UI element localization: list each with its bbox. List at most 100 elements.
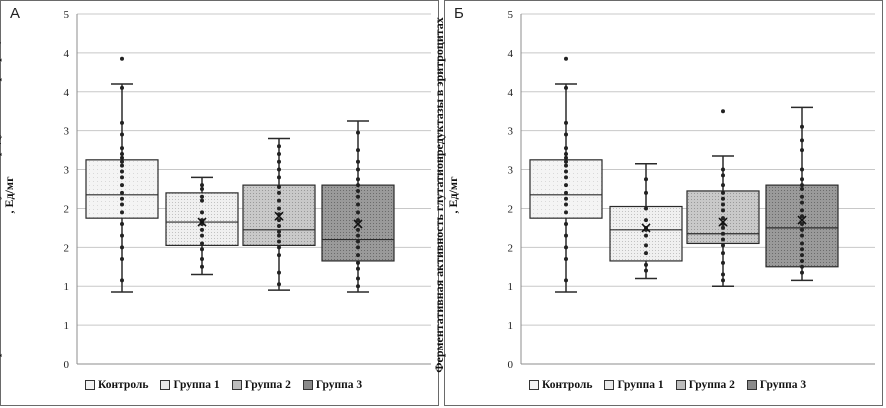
data-point: [200, 187, 204, 191]
data-point: [800, 227, 804, 232]
data-point: [800, 247, 804, 252]
mean-marker: [197, 217, 207, 227]
legend-item: Группа 3: [746, 379, 806, 391]
data-point: [200, 194, 204, 199]
data-point: [644, 177, 648, 182]
legend-label: Группа 1: [173, 379, 220, 391]
data-point: [800, 167, 804, 172]
legend-swatch-icon: [302, 380, 313, 390]
y-tick-label: 0: [64, 359, 70, 371]
legend-swatch-icon: [675, 380, 686, 390]
data-point: [277, 190, 281, 195]
legend: Контроль Группа 1 Группа 2 Группа 3: [529, 379, 806, 391]
data-point: [564, 146, 568, 151]
y-tick-label: 1: [64, 320, 70, 332]
data-point: [120, 152, 124, 156]
data-point: [721, 109, 725, 114]
data-point: [564, 278, 568, 283]
legend-label: Группа 2: [688, 379, 735, 391]
mean-marker: [274, 211, 284, 221]
data-point: [277, 144, 281, 149]
data-point: [800, 187, 804, 191]
data-point: [721, 272, 725, 277]
data-point: [800, 241, 804, 246]
legend-label: Группа 3: [315, 379, 363, 391]
data-point: [721, 208, 725, 213]
data-point: [356, 130, 360, 135]
box-plot-b: 0 1 1 2 2 3 3 4 4 5: [508, 9, 875, 371]
legend-swatch-icon: [746, 380, 757, 390]
data-point: [564, 257, 568, 261]
data-point: [564, 202, 568, 207]
data-point: [356, 227, 360, 232]
data-point: [200, 233, 204, 238]
data-point: [277, 253, 281, 258]
data-point: [120, 222, 124, 226]
data-point: [564, 190, 568, 195]
data-point: [356, 167, 360, 172]
mean-marker: [353, 219, 363, 229]
legend-item: Группа 1: [604, 379, 664, 391]
data-point: [120, 146, 124, 151]
data-point: [644, 262, 648, 267]
data-point: [800, 138, 804, 143]
legend-swatch-icon: [85, 380, 95, 390]
data-point: [120, 210, 124, 215]
data-point: [120, 169, 124, 174]
data-point: [721, 196, 725, 201]
y-tick-label: 2: [508, 203, 514, 215]
legend-swatch-icon: [529, 380, 539, 390]
legend-item: Группа 2: [675, 379, 735, 391]
legend: Контроль Группа 1 Группа 2 Группа 3: [85, 379, 362, 391]
data-point: [356, 159, 360, 164]
data-point: [644, 251, 648, 256]
y-tick-label: 4: [508, 48, 514, 60]
data-point: [800, 253, 804, 258]
data-point: [120, 245, 124, 250]
data-point: [356, 253, 360, 258]
data-point: [200, 241, 204, 246]
data-point: [200, 257, 204, 261]
data-point: [120, 202, 124, 207]
y-tick-label: 1: [508, 281, 514, 293]
data-point: [721, 190, 725, 195]
data-point: [277, 159, 281, 164]
data-point: [721, 202, 725, 207]
legend-item: Группа 2: [231, 379, 291, 391]
data-point: [120, 257, 124, 261]
data-point: [564, 222, 568, 226]
data-point: [644, 233, 648, 238]
data-point: [356, 260, 360, 265]
data-point: [721, 237, 725, 242]
legend-label: Группа 2: [244, 379, 291, 391]
legend-label: Контроль: [98, 379, 149, 391]
data-point: [356, 194, 360, 199]
data-point: [644, 206, 648, 211]
data-point: [356, 148, 360, 153]
data-point: [356, 239, 360, 244]
data-point: [356, 276, 360, 281]
data-point: [564, 56, 568, 61]
chart-panel-a: А Ферментативная активность глутатионред…: [0, 0, 439, 406]
data-point: [721, 278, 725, 283]
data-point: [200, 247, 204, 252]
data-point: [564, 233, 568, 238]
data-point: [277, 206, 281, 211]
y-tick-label: 1: [508, 320, 514, 332]
data-point: [564, 155, 568, 160]
data-point: [721, 260, 725, 265]
y-tick-label: 5: [508, 9, 514, 21]
data-point: [800, 200, 804, 205]
data-point: [120, 155, 124, 160]
data-point: [800, 183, 804, 188]
data-point: [800, 194, 804, 199]
data-point: [564, 85, 568, 90]
data-point: [120, 159, 124, 164]
box-plot-a: 0 1 1 2 2 3 3 4 4 5: [64, 9, 431, 371]
mean-marker: [718, 217, 728, 227]
data-point: [277, 229, 281, 234]
data-point: [721, 183, 725, 188]
data-point: [644, 218, 648, 223]
data-point: [564, 196, 568, 201]
data-point: [120, 233, 124, 238]
